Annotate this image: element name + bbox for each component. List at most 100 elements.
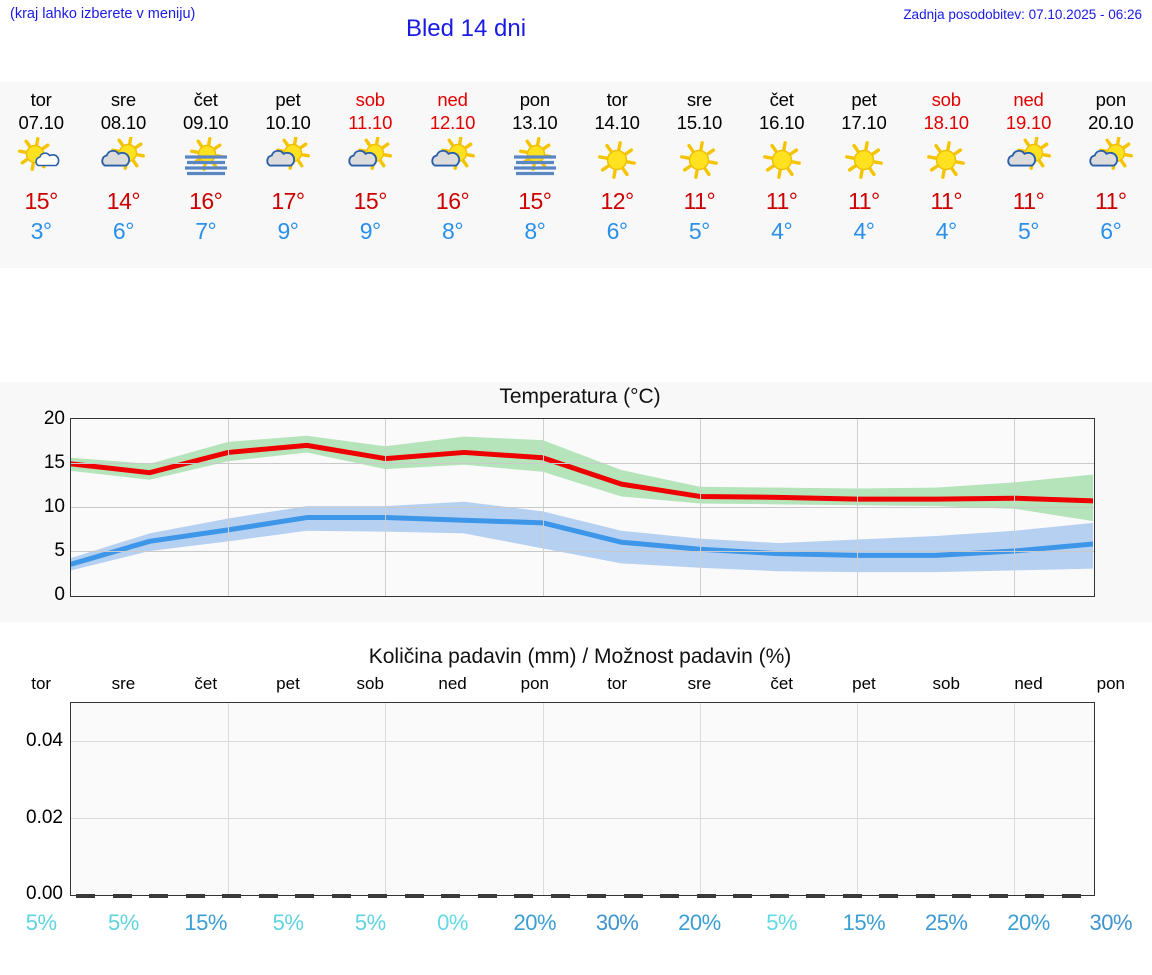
- gridline-horizontal: [71, 741, 1094, 743]
- day-date: 07.10: [18, 112, 64, 133]
- forecast-day-column[interactable]: pet 10.10 17° 9°: [247, 82, 329, 268]
- axis-tick-mark: [441, 894, 460, 898]
- precipitation-day-label: sre: [687, 674, 712, 693]
- axis-tick-mark: [404, 894, 424, 898]
- daily-forecast-strip: tor 07.10 15° 3° sre 08.10 14° 6° čet 09.10 16° 7° p…: [0, 82, 1152, 268]
- sun-cloud-icon: [1070, 134, 1152, 186]
- precipitation-day-label: pet: [276, 674, 300, 693]
- forecast-day-column[interactable]: čet 16.10 11° 4°: [741, 82, 823, 268]
- gridline-vertical: [1014, 419, 1016, 596]
- sun-cloud-icon: [329, 134, 411, 186]
- axis-tick-mark: [76, 894, 95, 898]
- temp-max-value: 11°: [765, 188, 798, 214]
- gridline-vertical: [1014, 703, 1016, 895]
- axis-tick-mark: [988, 894, 1008, 898]
- precipitation-probability-value: 15%: [184, 910, 227, 935]
- day-name: pon: [519, 89, 550, 110]
- temp-max-value: 16°: [435, 188, 470, 214]
- axis-tick-mark: [623, 894, 643, 898]
- axis-tick-mark: [769, 894, 789, 898]
- temp-max-value: 14°: [106, 188, 141, 214]
- gridline-horizontal: [71, 551, 1094, 552]
- temp-max-value: 15°: [518, 188, 552, 214]
- day-name: tor: [30, 89, 52, 110]
- sun-icon: [658, 134, 740, 186]
- gridline-vertical: [228, 703, 230, 895]
- axis-tick-mark: [368, 894, 387, 898]
- precipitation-y-tick: 0.04: [26, 730, 63, 752]
- day-date: 16.10: [759, 112, 805, 133]
- axis-tick-mark: [222, 894, 241, 898]
- forecast-day-column[interactable]: ned 12.10 16° 8°: [411, 82, 493, 268]
- precipitation-probability-value: 0%: [437, 910, 468, 935]
- temp-min-value: 4°: [935, 218, 958, 244]
- precipitation-day-label: sob: [932, 674, 960, 693]
- day-name: sre: [686, 89, 712, 110]
- precipitation-day-label: pon: [1096, 674, 1125, 693]
- gridline-vertical: [542, 703, 544, 895]
- axis-tick-mark: [1061, 894, 1081, 898]
- precipitation-day-label: ned: [438, 674, 467, 693]
- day-date: 15.10: [676, 112, 723, 133]
- axis-tick-mark: [952, 894, 971, 898]
- precipitation-y-tick: 0.00: [26, 883, 63, 904]
- precipitation-probability-value: 5%: [354, 910, 386, 935]
- precipitation-probability-value: 30%: [595, 910, 639, 935]
- temp-min-value: 5°: [688, 218, 711, 244]
- forecast-day-column[interactable]: sob 11.10 15° 9°: [329, 82, 411, 268]
- page-header: (kraj lahko izberete v meniju) Bled 14 d…: [0, 0, 1152, 62]
- forecast-day-column[interactable]: pon 13.10 15° 8°: [494, 82, 576, 268]
- axis-tick-mark: [112, 894, 132, 898]
- temp-max-value: 11°: [683, 188, 716, 214]
- forecast-day-column[interactable]: sre 08.10 14° 6°: [82, 82, 164, 268]
- precipitation-probability-value: 5%: [108, 910, 139, 935]
- gridline-vertical: [385, 419, 387, 596]
- sun-icon: [741, 134, 823, 186]
- forecast-day-column[interactable]: tor 07.10 15° 3°: [0, 82, 82, 268]
- precipitation-plot-area: 0.00 0.02 0.04: [26, 702, 1095, 904]
- temperature-y-tick: 5: [54, 540, 65, 561]
- day-date: 13.10: [512, 112, 558, 133]
- forecast-day-column[interactable]: tor 14.10 12° 6°: [576, 82, 658, 268]
- sun-icon: [905, 134, 987, 186]
- sun-fog-icon: [494, 134, 576, 186]
- temp-max-value: 12°: [600, 188, 634, 214]
- temp-min-value: 3°: [30, 218, 53, 244]
- sun-icon: [823, 134, 905, 186]
- gridline-vertical: [857, 419, 859, 596]
- forecast-day-column[interactable]: pet 17.10 11° 4°: [823, 82, 905, 268]
- day-name: sob: [355, 89, 385, 110]
- temp-min-value: 8°: [524, 218, 546, 244]
- forecast-day-column[interactable]: čet 09.10 16° 7°: [165, 82, 247, 268]
- temp-max-value: 11°: [930, 188, 963, 214]
- axis-tick-mark: [879, 894, 898, 898]
- precipitation-chart: Količina padavin (mm) / Možnost padavin …: [0, 640, 1152, 975]
- day-date: 10.10: [265, 112, 311, 133]
- temperature-y-tick: 15: [43, 452, 65, 473]
- day-date: 17.10: [841, 112, 887, 133]
- gridline-horizontal: [71, 817, 1094, 819]
- precipitation-day-labels: tor sre čet pet sob ned pon tor sre čet pet sob ned p…: [0, 674, 1152, 694]
- temperature-y-tick: 20: [43, 408, 65, 429]
- forecast-day-column[interactable]: ned 19.10 11° 5°: [987, 82, 1069, 268]
- precipitation-probability-value: 30%: [1089, 910, 1133, 935]
- precipitation-chart-title: Količina padavin (mm) / Možnost padavin …: [368, 645, 792, 668]
- precipitation-probability-value: 5%: [25, 910, 57, 935]
- temp-min-value: 9°: [277, 218, 299, 244]
- precipitation-day-label: ned: [1014, 674, 1043, 693]
- sun-small-cloud-icon: [0, 134, 82, 186]
- gridline-horizontal: [71, 463, 1094, 464]
- axis-tick-mark: [550, 894, 570, 898]
- forecast-day-column[interactable]: sre 15.10 11° 5°: [658, 82, 740, 268]
- precipitation-probability-value: 20%: [678, 910, 721, 935]
- forecast-day-column[interactable]: pon 20.10 11° 6°: [1070, 82, 1152, 268]
- day-name: čet: [769, 89, 794, 110]
- day-name: pet: [275, 89, 301, 110]
- temp-max-value: 15°: [24, 188, 59, 214]
- precipitation-day-label: čet: [770, 674, 794, 693]
- temp-min-value: 4°: [771, 218, 793, 244]
- forecast-day-column[interactable]: sob 18.10 11° 4°: [905, 82, 987, 268]
- gridline-vertical: [542, 419, 544, 596]
- gridline-vertical: [385, 703, 387, 895]
- axis-tick-mark: [477, 894, 497, 898]
